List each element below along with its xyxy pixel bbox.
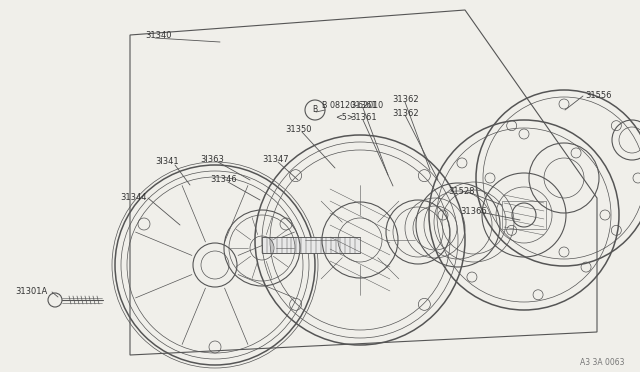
Text: 31366: 31366 [460, 208, 487, 217]
Text: 31350: 31350 [285, 125, 312, 135]
Text: 31362: 31362 [392, 96, 419, 105]
Text: 31362: 31362 [392, 109, 419, 118]
Text: A3 3A 0063: A3 3A 0063 [580, 358, 625, 367]
Text: 31556: 31556 [585, 92, 611, 100]
Text: 31340: 31340 [145, 31, 172, 39]
Bar [262, 237, 360, 253]
Text: 31344: 31344 [120, 193, 147, 202]
Text: 31528: 31528 [448, 187, 474, 196]
Text: B 08120-62010: B 08120-62010 [322, 100, 383, 109]
Text: 31347: 31347 [262, 155, 289, 164]
Text: 31361: 31361 [350, 102, 376, 110]
Bar [502, 201, 546, 229]
Text: 3l341: 3l341 [155, 157, 179, 167]
Text: 31301A: 31301A [15, 288, 47, 296]
Text: 31346: 31346 [210, 176, 237, 185]
Text: 31361: 31361 [350, 113, 376, 122]
Text: B: B [312, 106, 317, 115]
Text: 3l363: 3l363 [200, 155, 224, 164]
Text: <5>: <5> [335, 113, 354, 122]
